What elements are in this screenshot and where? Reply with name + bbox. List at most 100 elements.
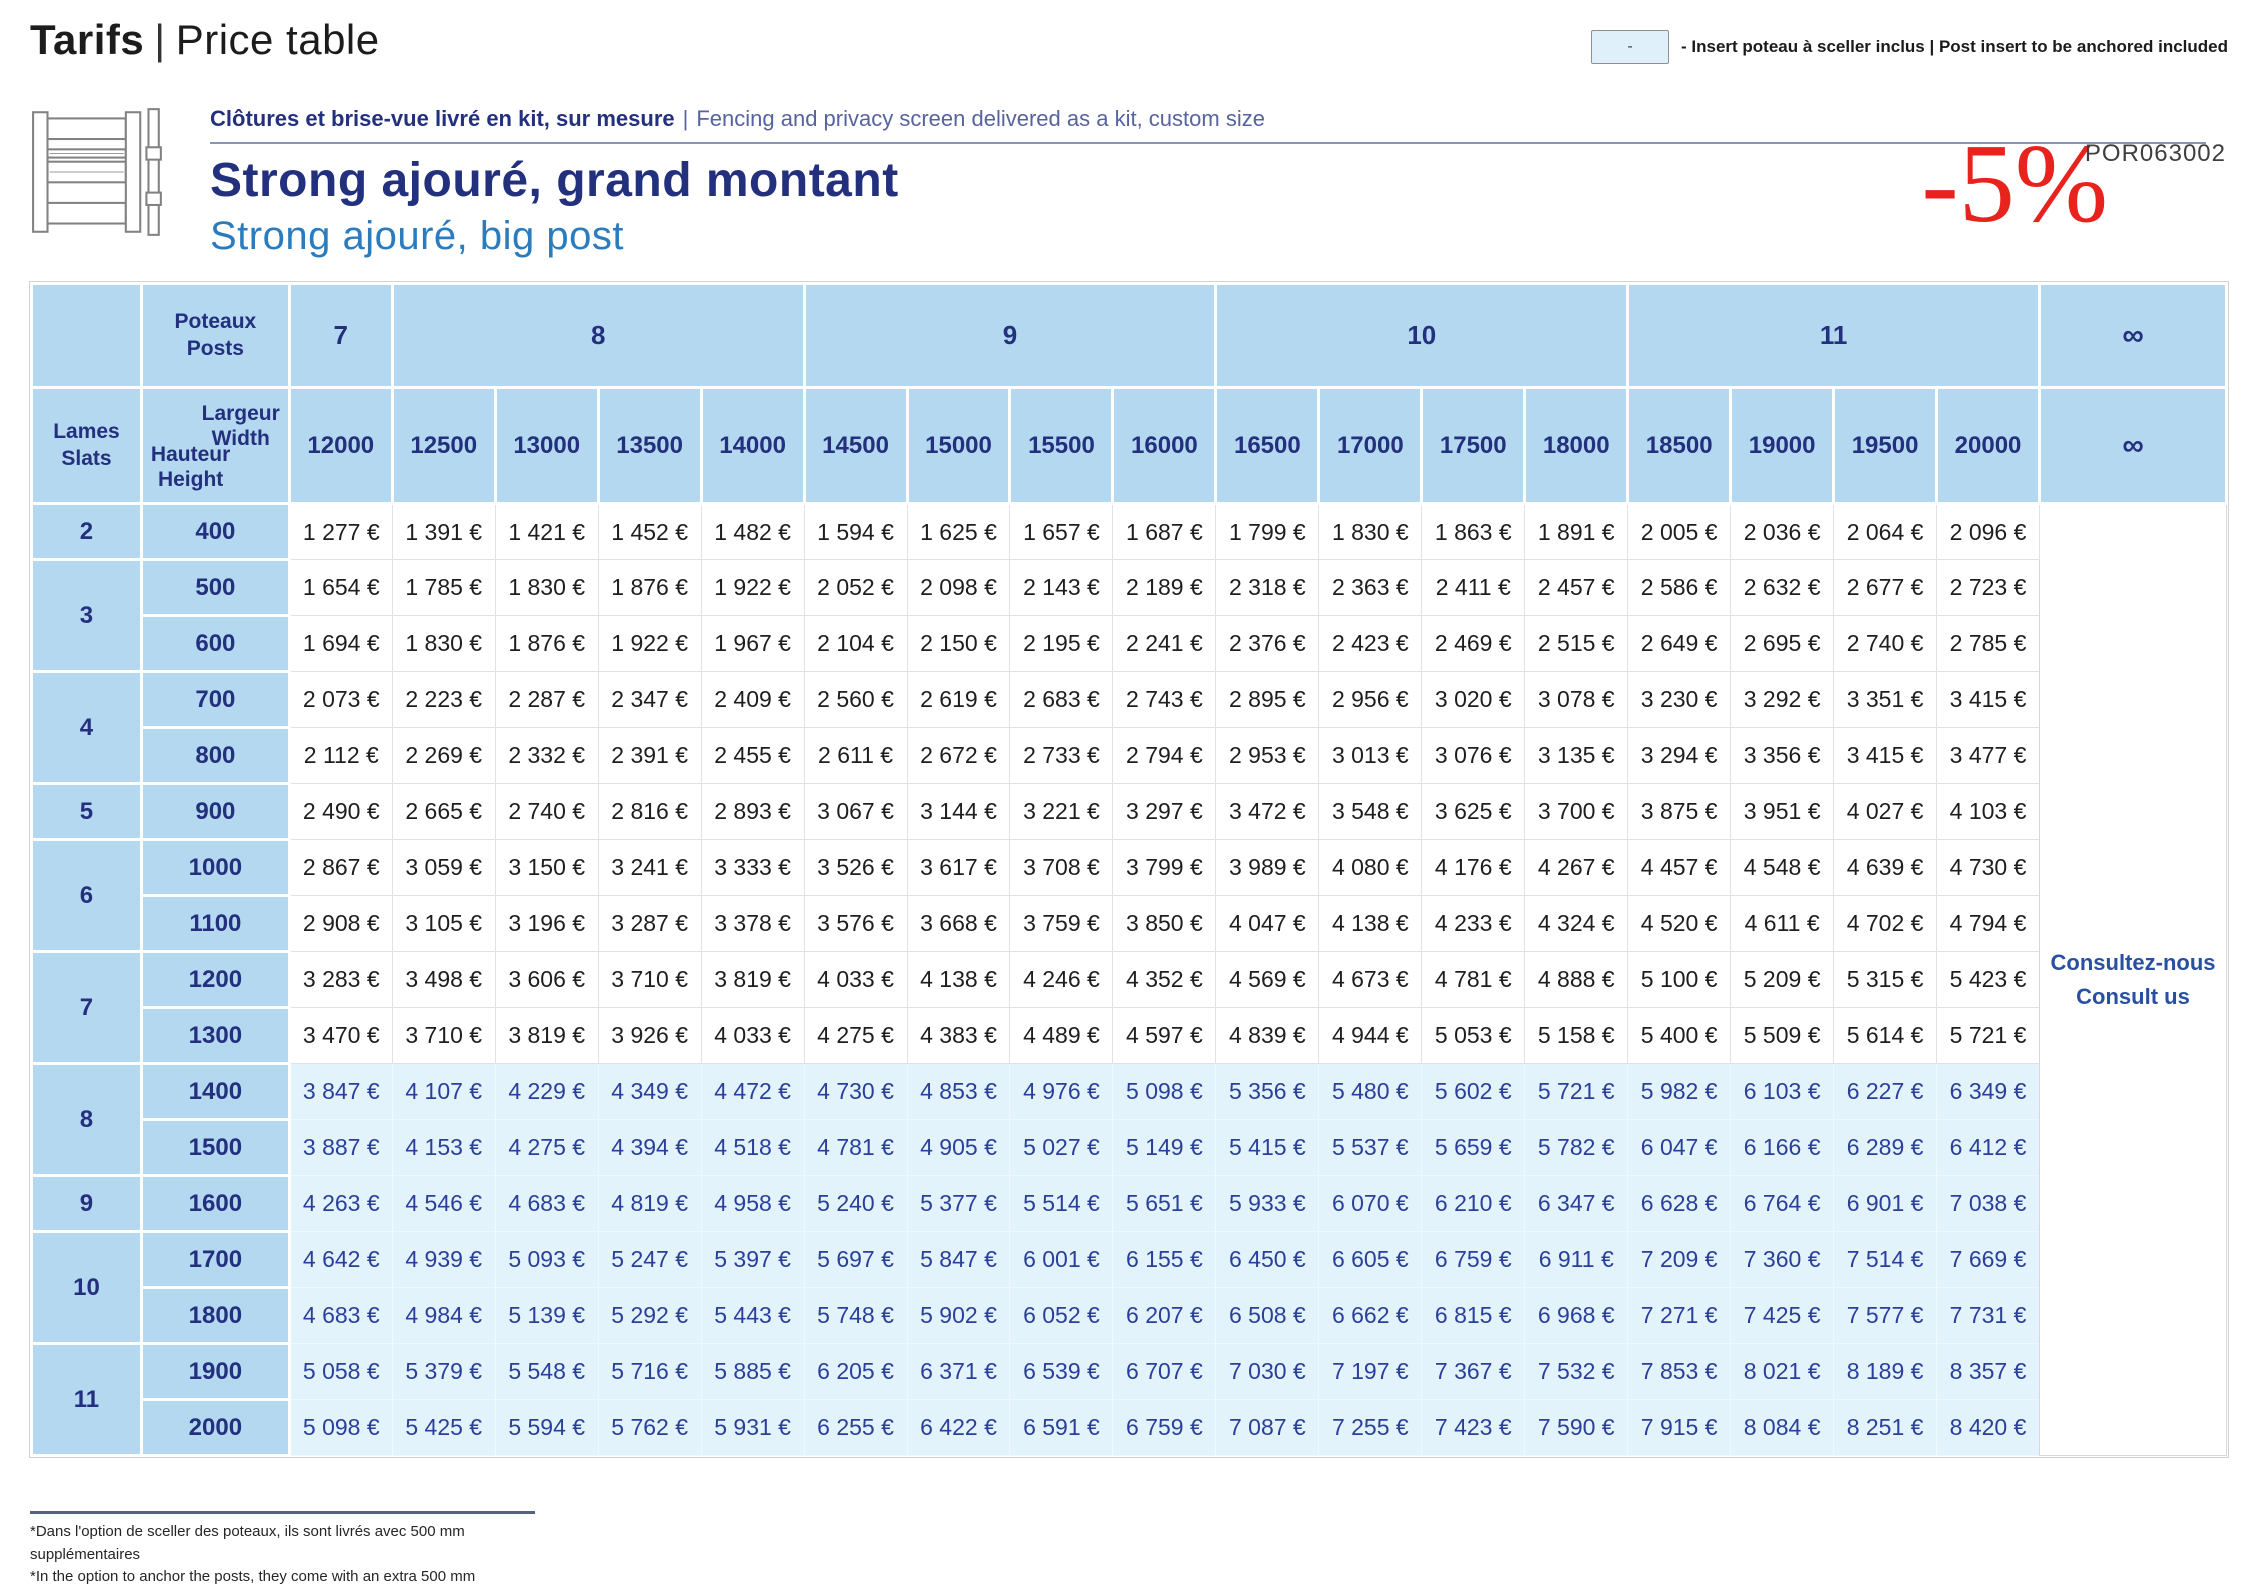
price-cell: 4 047 € <box>1215 895 1320 952</box>
page-title-en: Price table <box>175 16 380 63</box>
price-cell: 5 782 € <box>1524 1119 1629 1176</box>
price-cell: 3 576 € <box>803 895 908 952</box>
price-cell: 6 289 € <box>1833 1119 1938 1176</box>
price-cell: 1 891 € <box>1524 503 1629 560</box>
price-cell: 7 197 € <box>1318 1343 1423 1400</box>
width-header-cell: 14000 <box>699 386 806 505</box>
price-cell: 6 207 € <box>1112 1287 1217 1344</box>
infinity-posts-cell: ∞ <box>2038 282 2228 389</box>
footnote-fr: *Dans l'option de sceller des poteaux, i… <box>30 1523 465 1563</box>
price-cell: 1 654 € <box>288 559 393 616</box>
price-cell: 6 605 € <box>1318 1231 1423 1288</box>
price-cell: 2 908 € <box>288 895 393 952</box>
price-cell: 6 591 € <box>1009 1399 1114 1456</box>
price-cell: 2 733 € <box>1009 727 1114 784</box>
price-cell: 4 176 € <box>1421 839 1526 896</box>
price-cell: 7 532 € <box>1524 1343 1629 1400</box>
slats-group-cell: 7 <box>30 950 143 1065</box>
price-cell: 4 548 € <box>1730 839 1835 896</box>
consult-us-cell: Consultez-nous Consult us <box>2039 503 2227 1456</box>
price-row: 7 1200 3 283 €3 498 €3 606 €3 710 €3 819 €… <box>30 950 2227 1065</box>
price-cell: 7 209 € <box>1627 1231 1732 1288</box>
price-cell: 2 104 € <box>803 615 908 672</box>
price-cell: 1 785 € <box>391 559 496 616</box>
price-cell: 4 984 € <box>391 1287 496 1344</box>
footnote-en: *In the option to anchor the posts, they… <box>30 1568 476 1585</box>
price-cell: 4 267 € <box>1524 839 1629 896</box>
price-cell: 4 673 € <box>1318 951 1423 1008</box>
price-cell: 3 078 € <box>1524 671 1629 728</box>
height-label-fr: Hauteur <box>150 442 231 466</box>
kit-line: Clôtures et brise-vue livré en kit, sur … <box>210 104 2228 132</box>
price-cell: 5 377 € <box>906 1175 1011 1232</box>
price-cell: 5 292 € <box>597 1287 702 1344</box>
price-cell: 5 721 € <box>1936 1007 2041 1064</box>
price-cell: 6 450 € <box>1215 1231 1320 1288</box>
price-cell: 1 277 € <box>288 503 393 560</box>
price-row: 4 700 2 073 €2 223 €2 287 €2 347 €2 409 €2… <box>30 670 2227 785</box>
price-cell: 1 830 € <box>391 615 496 672</box>
price-cell: 3 850 € <box>1112 895 1217 952</box>
height-cell: 1200 <box>139 950 291 1009</box>
price-cell: 4 394 € <box>597 1119 702 1176</box>
height-cell: 1500 <box>139 1118 291 1177</box>
price-cell: 4 138 € <box>906 951 1011 1008</box>
price-cell: 4 905 € <box>906 1119 1011 1176</box>
price-cell: 3 144 € <box>906 783 1011 840</box>
posts-group-header: 7 <box>287 282 394 389</box>
price-cell: 3 472 € <box>1215 783 1320 840</box>
price-row: 1100 2 908 €3 105 €3 196 €3 287 €3 378 €3… <box>32 894 2227 953</box>
price-cell: 5 509 € <box>1730 1007 1835 1064</box>
price-cell: 3 668 € <box>906 895 1011 952</box>
price-cell: 4 639 € <box>1833 839 1938 896</box>
price-cell: 6 968 € <box>1524 1287 1629 1344</box>
price-cell: 4 275 € <box>494 1119 599 1176</box>
width-header-cell: 18000 <box>1523 386 1630 505</box>
price-cell: 3 759 € <box>1009 895 1114 952</box>
price-cell: 2 073 € <box>288 671 393 728</box>
price-cell: 1 876 € <box>494 615 599 672</box>
price-cell: 2 953 € <box>1215 727 1320 784</box>
price-cell: 2 586 € <box>1627 559 1732 616</box>
price-cell: 2 005 € <box>1627 503 1732 560</box>
price-row: 1300 3 470 €3 710 €3 819 €3 926 €4 033 €4… <box>32 1006 2227 1065</box>
price-cell: 3 351 € <box>1833 671 1938 728</box>
slats-label-cell: Lames Slats <box>30 386 143 505</box>
price-cell: 4 683 € <box>288 1287 393 1344</box>
price-cell: 5 098 € <box>288 1399 393 1456</box>
price-cell: 5 902 € <box>906 1287 1011 1344</box>
price-cell: 6 662 € <box>1318 1287 1423 1344</box>
price-cell: 5 721 € <box>1524 1063 1629 1120</box>
price-cell: 3 710 € <box>391 1007 496 1064</box>
price-cell: 6 052 € <box>1009 1287 1114 1344</box>
price-cell: 4 853 € <box>906 1063 1011 1120</box>
width-header-cell: 13000 <box>493 386 600 505</box>
price-cell: 5 149 € <box>1112 1119 1217 1176</box>
price-cell: 2 867 € <box>288 839 393 896</box>
price-cell: 5 098 € <box>1112 1063 1217 1120</box>
price-cell: 5 614 € <box>1833 1007 1938 1064</box>
price-cell: 2 665 € <box>391 783 496 840</box>
width-header-cell: 13500 <box>596 386 703 505</box>
page-header: Tarifs | Price table - - Insert poteau à s… <box>0 0 2258 64</box>
price-cell: 2 723 € <box>1936 559 2041 616</box>
price-cell: 7 425 € <box>1730 1287 1835 1344</box>
price-cell: 3 799 € <box>1112 839 1217 896</box>
width-header-cell: 14500 <box>802 386 909 505</box>
price-cell: 5 423 € <box>1936 951 2041 1008</box>
price-cell: 5 933 € <box>1215 1175 1320 1232</box>
price-cell: 2 816 € <box>597 783 702 840</box>
slats-group-cell: 8 <box>30 1062 143 1177</box>
price-cell: 1 482 € <box>700 503 805 560</box>
price-cell: 2 423 € <box>1318 615 1423 672</box>
price-cell: 1 694 € <box>288 615 393 672</box>
price-cell: 1 967 € <box>700 615 805 672</box>
price-cell: 6 764 € <box>1730 1175 1835 1232</box>
price-cell: 3 498 € <box>391 951 496 1008</box>
price-cell: 4 730 € <box>803 1063 908 1120</box>
price-cell: 6 205 € <box>803 1343 908 1400</box>
price-cell: 2 740 € <box>494 783 599 840</box>
price-cell: 3 415 € <box>1936 671 2041 728</box>
price-cell: 2 455 € <box>700 727 805 784</box>
price-cell: 2 743 € <box>1112 671 1217 728</box>
